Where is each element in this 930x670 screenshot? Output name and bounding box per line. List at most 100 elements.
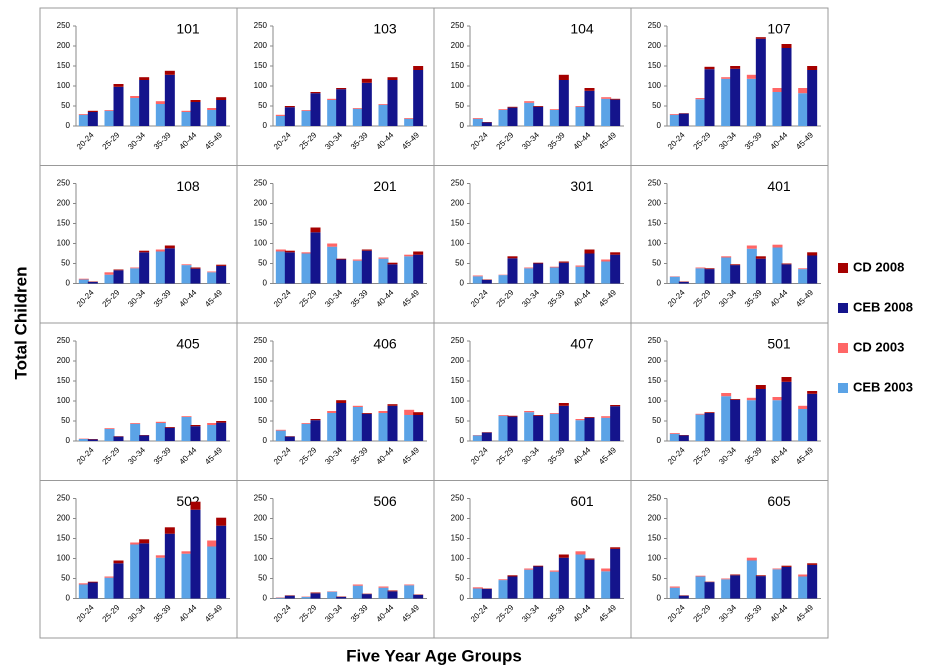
bar (104, 272, 115, 275)
x-tick-label: 25-29 (298, 445, 319, 466)
bar (78, 584, 89, 599)
bar (275, 429, 286, 431)
y-tick-label: 100 (451, 81, 465, 90)
bar (730, 399, 741, 441)
bar (669, 276, 680, 284)
bar (549, 413, 560, 414)
y-tick-label: 100 (57, 81, 71, 90)
x-tick-label: 35-39 (349, 130, 370, 151)
bar (139, 543, 150, 599)
y-tick-label: 200 (57, 41, 71, 50)
bar (781, 263, 792, 265)
bar (130, 267, 141, 269)
bar (181, 264, 192, 266)
bar (601, 97, 612, 99)
y-tick-label: 250 (254, 179, 268, 188)
bar (361, 413, 372, 414)
bar (104, 110, 115, 126)
bar (336, 259, 347, 284)
bar (746, 78, 757, 126)
panel-title: 406 (373, 336, 397, 352)
bar (610, 254, 621, 284)
bar (130, 544, 141, 599)
y-tick-label: 100 (451, 239, 465, 248)
bar (695, 98, 706, 100)
y-tick-label: 0 (460, 279, 465, 288)
bar (139, 77, 150, 80)
bar (378, 586, 389, 588)
bar (352, 260, 363, 284)
bar (755, 38, 766, 126)
bar (507, 106, 518, 108)
bar (772, 400, 783, 441)
bar (216, 100, 227, 126)
bar (755, 385, 766, 389)
y-tick-label: 150 (451, 376, 465, 385)
bar (472, 587, 483, 589)
bar (78, 583, 89, 585)
x-tick-label: 25-29 (495, 288, 516, 309)
bar (669, 433, 680, 441)
bar (533, 106, 544, 126)
bar (695, 575, 706, 577)
bar (361, 249, 372, 251)
bar (301, 252, 312, 254)
legend-label: CEB 2008 (853, 299, 913, 314)
y-tick-label: 200 (254, 199, 268, 208)
bar (721, 578, 732, 580)
y-tick-label: 50 (652, 416, 661, 425)
bar (207, 108, 218, 110)
bar (352, 405, 363, 407)
bar (558, 262, 569, 284)
bar (104, 274, 115, 284)
bar (387, 405, 398, 441)
bar (378, 587, 389, 599)
bar (164, 70, 175, 75)
bar (284, 107, 295, 126)
bar (781, 377, 792, 382)
bar (524, 411, 535, 413)
bar (139, 80, 150, 126)
bar (798, 576, 809, 599)
bar (498, 579, 509, 581)
y-tick-label: 250 (254, 336, 268, 345)
bar (772, 569, 783, 599)
x-tick-label: 20-24 (75, 445, 96, 466)
bar (807, 563, 818, 565)
bar (575, 106, 586, 107)
bar (113, 86, 124, 126)
bar (678, 435, 689, 441)
bar (327, 100, 338, 126)
bar (301, 423, 312, 424)
y-tick-label: 0 (657, 121, 662, 130)
bar (601, 571, 612, 599)
bar (404, 256, 415, 284)
y-tick-label: 100 (57, 554, 71, 563)
bar (781, 381, 792, 441)
bar (216, 265, 227, 284)
bar (498, 275, 509, 284)
y-tick-label: 250 (254, 494, 268, 503)
bar (327, 246, 338, 284)
x-tick-label: 30-34 (126, 288, 147, 309)
x-tick-label: 30-34 (323, 445, 344, 466)
x-tick-label: 20-24 (75, 130, 96, 151)
bar (413, 66, 424, 70)
bar (575, 551, 586, 555)
bar (524, 568, 535, 570)
x-tick-label: 25-29 (298, 603, 319, 624)
x-tick-label: 45-49 (597, 288, 618, 309)
x-tick-label: 45-49 (203, 603, 224, 624)
bar (361, 250, 372, 284)
bar (669, 114, 680, 126)
bar (413, 415, 424, 441)
y-tick-label: 250 (451, 336, 465, 345)
bar (601, 417, 612, 441)
bar (216, 422, 227, 441)
bar (669, 586, 680, 588)
bar (181, 551, 192, 554)
y-tick-label: 150 (254, 219, 268, 228)
bar (216, 525, 227, 599)
y-tick-label: 100 (648, 396, 662, 405)
